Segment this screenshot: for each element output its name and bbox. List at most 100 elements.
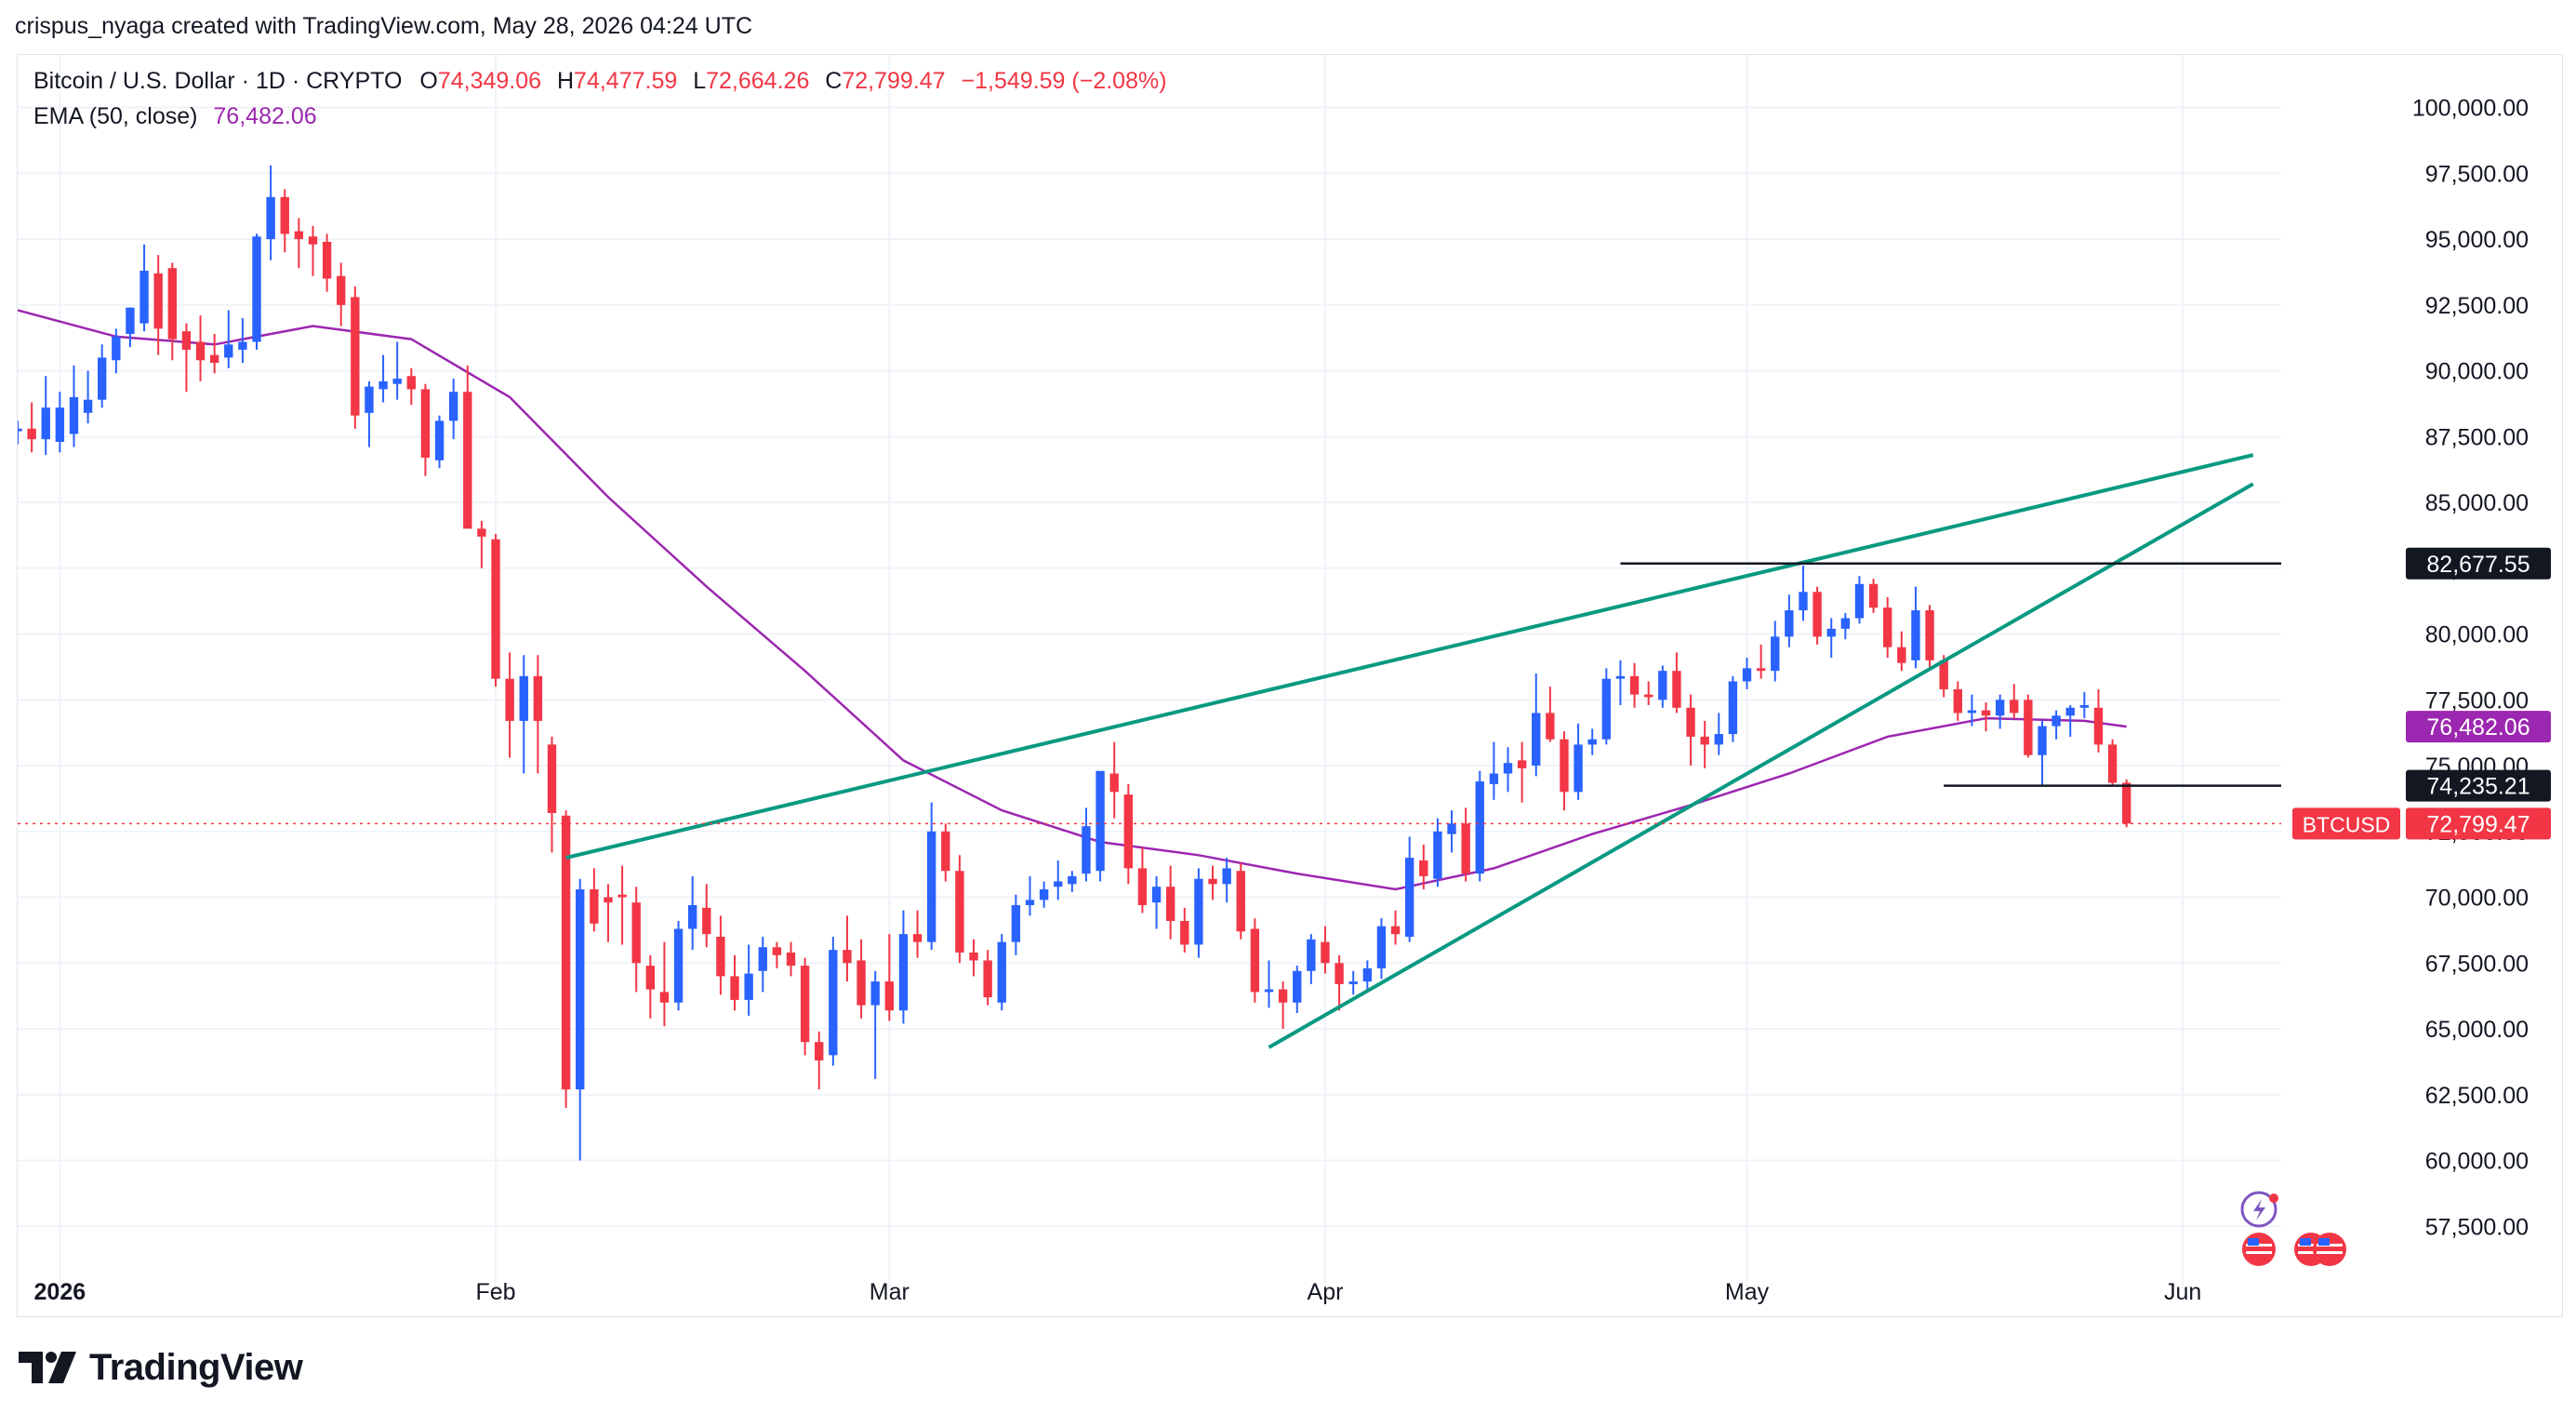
candle-body	[1812, 592, 1822, 637]
candle-body	[561, 815, 571, 1090]
candle-body	[365, 386, 374, 413]
candle	[2079, 691, 2090, 719]
drawing-layer[interactable]	[18, 453, 2281, 1049]
candle-body	[378, 380, 388, 390]
tradingview-logo[interactable]: TradingView	[19, 1347, 303, 1388]
candle	[294, 218, 304, 269]
candle	[1868, 579, 1879, 613]
candle	[870, 970, 880, 1079]
candle-body	[1151, 887, 1162, 903]
candle	[926, 802, 936, 951]
candle-body	[252, 236, 261, 342]
badge-background	[2406, 807, 2551, 840]
candle	[195, 315, 206, 381]
candle	[590, 868, 599, 932]
high-value: 74,477.59	[574, 68, 678, 94]
candle	[27, 402, 36, 453]
candle-body	[351, 297, 360, 416]
candle-body	[730, 976, 739, 1000]
candle-body	[294, 231, 304, 240]
high-label: H	[556, 68, 575, 94]
candle	[266, 165, 275, 260]
time-axis[interactable]: 2026 Feb Mar Apr May Jun	[34, 1279, 2202, 1305]
us-flag-event-icon	[2242, 1233, 2276, 1266]
symbol-description[interactable]: Bitcoin / U.S. Dollar · 1D · CRYPTO	[33, 68, 403, 94]
candle-body	[1180, 921, 1189, 945]
candle-body	[758, 947, 767, 971]
candle-body	[1644, 694, 1653, 698]
candle	[378, 354, 388, 403]
candle	[406, 367, 416, 406]
candle	[1532, 673, 1541, 777]
candle-body	[238, 341, 247, 350]
candle	[1307, 934, 1316, 984]
candle	[800, 957, 810, 1056]
candle-body	[1109, 773, 1119, 793]
price-tick-label: 57,500.00	[2425, 1214, 2529, 1240]
candle-body	[1011, 905, 1021, 942]
candle-body	[716, 936, 725, 977]
candle	[224, 310, 233, 368]
candle	[392, 341, 402, 400]
candle	[1883, 596, 1892, 659]
candle	[2093, 688, 2104, 753]
candle-body	[139, 271, 149, 324]
ohlc-row: Bitcoin / U.S. Dollar · 1D · CRYPTO O74,…	[33, 63, 1167, 99]
level-price-badge: 82,677.55	[2406, 547, 2551, 580]
candle-body	[533, 675, 543, 721]
price-chart[interactable]: 57,500.00 60,000.00 62,500.00 65,000.00 67,5…	[18, 55, 2564, 1318]
candle-body	[673, 928, 684, 1003]
candle-body	[2024, 700, 2033, 755]
upper-wedge-line	[565, 453, 2254, 860]
candle-body	[2107, 744, 2118, 783]
candle	[1629, 662, 1640, 708]
candle	[41, 376, 50, 456]
candle-body	[1742, 668, 1752, 682]
candle	[1180, 907, 1189, 953]
price-axis[interactable]: 57,500.00 60,000.00 62,500.00 65,000.00 67,5…	[2292, 96, 2551, 1241]
candle	[1587, 728, 1597, 755]
candle-body	[55, 407, 65, 442]
candle	[2052, 710, 2061, 740]
candle-body	[884, 981, 895, 1011]
candle-body	[590, 889, 599, 924]
candle-body	[1095, 770, 1105, 872]
candle	[1854, 576, 1865, 624]
candle-body	[448, 392, 458, 421]
candle-body	[997, 941, 1006, 1003]
candle	[533, 655, 543, 774]
candle-body	[702, 907, 711, 935]
candle-body	[1714, 734, 1723, 745]
indicator-row[interactable]: EMA (50, close) 76,482.06	[33, 99, 1167, 134]
candle	[1068, 871, 1077, 892]
low-label: L	[693, 68, 707, 94]
chart-frame[interactable]: 57,500.00 60,000.00 62,500.00 65,000.00 67,5…	[17, 54, 2563, 1317]
candle-body	[1390, 926, 1401, 935]
candle	[2107, 739, 2118, 787]
candle	[477, 520, 486, 568]
candle-body	[1672, 671, 1681, 708]
candle-body	[912, 934, 923, 942]
chart-byline: crispus_nyaga created with TradingView.c…	[15, 13, 753, 39]
candle-body	[1264, 989, 1274, 993]
candle-body	[645, 966, 655, 990]
time-tick-label: Feb	[475, 1279, 515, 1305]
candle	[1897, 631, 1906, 672]
candle-body	[800, 966, 810, 1043]
candle	[1137, 847, 1148, 914]
candle	[997, 934, 1006, 1011]
chart-legend: Bitcoin / U.S. Dollar · 1D · CRYPTO O74,…	[33, 63, 1167, 134]
candle	[139, 244, 149, 332]
candle-body	[477, 528, 486, 537]
price-tick-label: 87,500.00	[2425, 424, 2529, 450]
candle	[1348, 970, 1358, 995]
candle-body	[617, 894, 627, 898]
ema-label[interactable]: EMA (50, close)	[33, 103, 198, 129]
candle	[365, 380, 374, 447]
candle	[1095, 770, 1105, 882]
candle-body	[420, 389, 431, 458]
candle	[1165, 865, 1175, 940]
ema-value: 76,482.06	[213, 103, 317, 129]
candle-body	[1799, 592, 1808, 611]
events-layer[interactable]	[2240, 1191, 2346, 1266]
